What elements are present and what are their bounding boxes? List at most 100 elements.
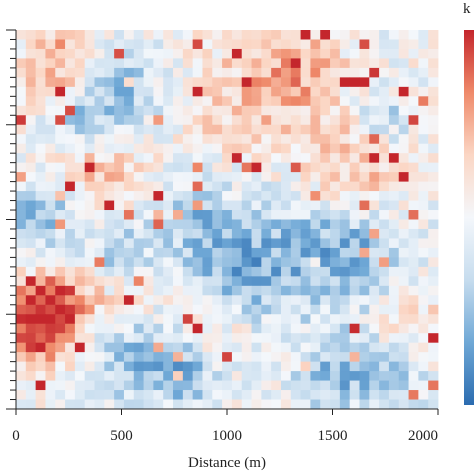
heatmap-cell [65, 295, 76, 306]
heatmap-cell [251, 39, 262, 50]
heatmap-cell [388, 399, 400, 410]
heatmap-cell [104, 228, 115, 239]
heatmap-cell [212, 371, 223, 381]
heatmap-cell [290, 58, 301, 69]
heatmap-cell [114, 134, 125, 145]
heatmap-cell [241, 191, 252, 201]
heatmap-cell [418, 162, 429, 173]
heatmap-cell [65, 181, 76, 192]
heatmap-cell [271, 247, 282, 258]
heatmap-cell [74, 228, 86, 239]
heatmap-cell [241, 153, 252, 164]
heatmap-cell [143, 124, 154, 135]
heatmap-cell [74, 86, 86, 97]
heatmap-cell [222, 200, 233, 211]
heatmap-cell [173, 314, 184, 325]
heatmap-cell [16, 247, 27, 258]
heatmap-cell [290, 200, 301, 211]
heatmap-cell [35, 323, 46, 334]
heatmap-cell [241, 361, 252, 372]
heatmap-cell [16, 67, 27, 78]
heatmap-cell [182, 238, 194, 249]
heatmap-cell [35, 371, 46, 381]
heatmap-cell [133, 266, 144, 277]
heatmap-cell [271, 191, 282, 201]
heatmap-cell [222, 390, 233, 400]
heatmap-cell [55, 96, 66, 107]
heatmap-cell [123, 67, 135, 78]
heatmap-cell [114, 276, 125, 287]
heatmap-cell [114, 191, 125, 201]
heatmap-cell [163, 86, 174, 97]
heatmap-cell [55, 295, 66, 306]
heatmap-cell [153, 399, 164, 410]
heatmap-cell [428, 380, 439, 391]
heatmap-cell [418, 210, 429, 220]
heatmap-cell [104, 333, 115, 344]
heatmap-cell [114, 266, 125, 277]
heatmap-cell [379, 162, 390, 173]
heatmap-cell [231, 352, 243, 363]
heatmap-cell [290, 172, 301, 183]
heatmap-cell [388, 200, 400, 211]
heatmap-cell [94, 342, 105, 353]
heatmap-cell [123, 371, 135, 381]
heatmap-cell [280, 390, 292, 400]
heatmap-cell [114, 257, 125, 268]
heatmap-cell [104, 191, 115, 201]
heatmap-cell [330, 333, 341, 344]
heatmap-cell [163, 105, 174, 116]
heatmap-cell [74, 371, 86, 381]
heatmap-cell [104, 96, 115, 107]
heatmap-cell [65, 257, 76, 268]
heatmap-cell [104, 380, 115, 391]
heatmap-cell [290, 266, 301, 277]
heatmap-cell [143, 238, 154, 249]
heatmap-cell [320, 238, 331, 249]
heatmap-cell [310, 247, 321, 258]
heatmap-cell [388, 257, 400, 268]
heatmap-cell [231, 86, 243, 97]
heatmap-cell [290, 314, 301, 325]
heatmap-cell [65, 115, 76, 126]
heatmap-cell [55, 219, 66, 230]
heatmap-cell [418, 257, 429, 268]
heatmap-cell [65, 134, 76, 145]
heatmap-cell [271, 371, 282, 381]
heatmap-cell [55, 39, 66, 50]
heatmap-cell [123, 200, 135, 211]
heatmap-cell [163, 361, 174, 372]
heatmap-cell [153, 323, 164, 334]
heatmap-cell [65, 380, 76, 391]
heatmap-cell [84, 200, 95, 211]
heatmap-cell [74, 77, 86, 88]
heatmap-cell [104, 67, 115, 78]
heatmap-cell [192, 58, 203, 69]
heatmap-cell [241, 134, 252, 145]
heatmap-cell [310, 105, 321, 116]
heatmap-cell [25, 399, 37, 410]
heatmap-cell [408, 134, 419, 145]
heatmap-cell [300, 124, 311, 135]
heatmap-cell [94, 333, 105, 344]
heatmap-cell [359, 352, 370, 363]
heatmap-cell [173, 143, 184, 154]
heatmap-cell [173, 266, 184, 277]
heatmap-cell [133, 323, 144, 334]
heatmap-cell [261, 181, 272, 192]
heatmap-cell [163, 200, 174, 211]
heatmap-cell [271, 276, 282, 287]
heatmap-cell [182, 219, 194, 230]
heatmap-cell [25, 115, 37, 126]
heatmap-cell [418, 39, 429, 50]
heatmap-cell [280, 67, 292, 78]
heatmap-cell [408, 105, 419, 116]
heatmap-cell [153, 380, 164, 391]
heatmap-cell [25, 153, 37, 164]
heatmap-cell [408, 67, 419, 78]
heatmap-cell [379, 181, 390, 192]
heatmap-cell [271, 314, 282, 325]
heatmap-cell [153, 48, 164, 59]
heatmap-cell [143, 266, 154, 277]
heatmap-cell [35, 200, 46, 211]
